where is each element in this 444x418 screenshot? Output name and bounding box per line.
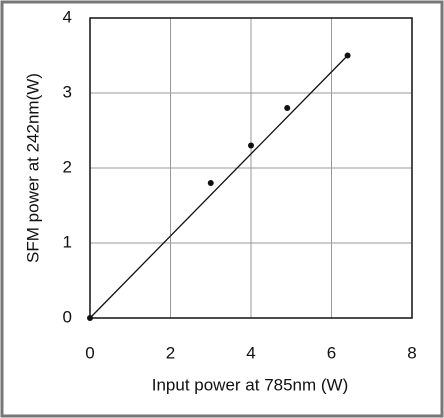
- fit-line: [89, 55, 349, 319]
- x-tick-label: 4: [246, 343, 255, 362]
- x-axis-label: Input power at 785nm (W): [152, 375, 349, 394]
- plot-area: [89, 17, 413, 319]
- data-point: [248, 142, 254, 149]
- x-tick-label: 8: [407, 343, 416, 362]
- data-point: [207, 180, 214, 186]
- y-tick-label: 4: [63, 7, 72, 26]
- y-axis-label: SFM power at 242nm(W): [23, 73, 42, 263]
- x-tick-label: 6: [327, 343, 336, 362]
- y-tick-label: 0: [63, 307, 72, 326]
- x-tick-label: 0: [85, 343, 94, 362]
- y-tick-label: 2: [63, 157, 72, 176]
- data-point: [284, 105, 291, 111]
- y-tick-label: 3: [63, 82, 72, 101]
- y-tick-label: 1: [63, 232, 72, 251]
- x-tick-label: 2: [166, 343, 175, 362]
